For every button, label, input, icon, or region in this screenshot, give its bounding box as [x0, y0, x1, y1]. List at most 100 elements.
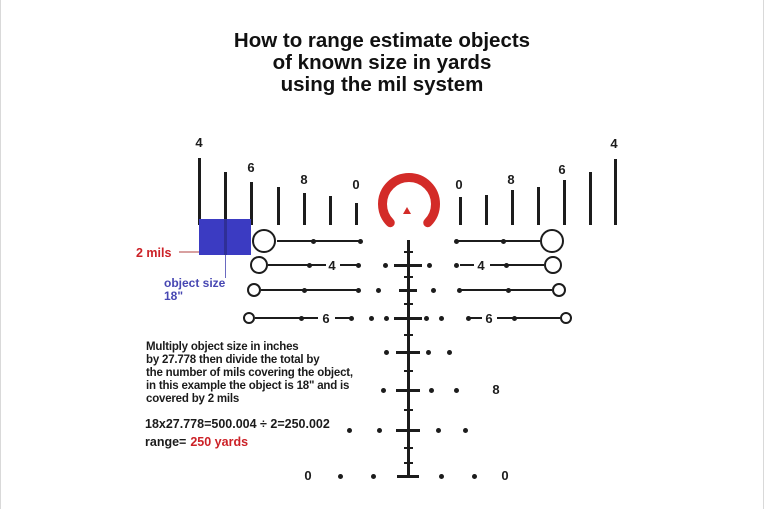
reticle-dot: [383, 315, 389, 321]
reticle-crossbar: [396, 350, 420, 354]
reticle-line: [460, 263, 474, 267]
reticle-number-label: 4: [610, 136, 618, 151]
reticle-dot: [453, 387, 459, 393]
explanation-line: by 27.778 then divide the total by: [146, 354, 320, 366]
reticle-dot: [446, 349, 452, 355]
reticle-hash-mark: [302, 193, 306, 225]
reticle-dot: [471, 473, 477, 479]
reticle-crossbar: [399, 288, 417, 292]
reticle-dot: [423, 315, 429, 321]
reticle-number-label: 8: [492, 382, 500, 397]
reticle-dot: [310, 238, 316, 244]
reticle-hash-mark: [562, 180, 566, 225]
reticle-line: [255, 316, 318, 320]
explanation-line: Multiply object size in inches: [146, 341, 299, 353]
reticle-dot: [348, 315, 354, 321]
reticle-line: [470, 316, 482, 320]
object-size-value: 18": [164, 289, 184, 303]
reticle-number-label: 8: [507, 172, 515, 187]
reticle-hash-mark: [328, 196, 332, 225]
reticle-circle: [243, 312, 255, 324]
range-result: range= 250 yards: [145, 435, 248, 449]
reticle-hash-mark: [510, 190, 514, 225]
reticle-dot: [355, 262, 361, 268]
reticle-dot: [456, 287, 462, 293]
title-line-1: How to range estimate objects: [233, 29, 531, 52]
reticle-dot: [298, 315, 304, 321]
title-line-3: using the mil system: [280, 73, 484, 96]
reticle-dot: [453, 238, 459, 244]
reticle-minor-tick: [403, 408, 413, 412]
reticle-number-label: 0: [501, 468, 509, 483]
reticle-dot: [346, 427, 352, 433]
reticle-dot: [465, 315, 471, 321]
reticle-hash-mark: [613, 159, 617, 225]
reticle-dot: [355, 287, 361, 293]
reticle-circle: [540, 229, 564, 253]
page-title: How to range estimate objects of known s…: [1, 30, 763, 96]
reticle-circle: [552, 283, 566, 297]
reticle-number-label: 6: [247, 160, 255, 175]
reticle-dot: [503, 262, 509, 268]
reticle-hash-mark: [223, 172, 227, 225]
reticle-dot: [306, 262, 312, 268]
reticle-hash-mark: [197, 158, 201, 225]
reticle-circle: [544, 256, 562, 274]
reticle-number-label: 0: [455, 177, 463, 192]
title-line-2: of known size in yards: [272, 51, 492, 74]
reticle-minor-tick: [403, 302, 413, 306]
reticle-minor-tick: [403, 369, 413, 373]
explanation-line: the number of mils covering the object,: [146, 367, 353, 379]
reticle-crossbar: [394, 263, 422, 267]
reticle-dot: [357, 238, 363, 244]
reticle-dot: [500, 238, 506, 244]
reticle-hash-mark: [484, 195, 488, 225]
range-value: 250 yards: [190, 435, 249, 449]
reticle-dot: [368, 315, 374, 321]
reticle-dot: [438, 315, 444, 321]
reticle-dot: [426, 262, 432, 268]
reticle-minor-tick: [403, 275, 413, 279]
reticle-dot: [462, 427, 468, 433]
reticle-crossbar: [394, 316, 422, 320]
reticle-circle: [560, 312, 572, 324]
reticle-crossbar: [397, 474, 419, 478]
reticle-hash-mark: [588, 172, 592, 225]
explanation-line: in this example the object is 18" and is: [146, 380, 350, 392]
reticle-dot: [435, 427, 441, 433]
reticle-minor-tick: [403, 333, 413, 337]
reticle-circle: [252, 229, 276, 253]
reticle-dot: [511, 315, 517, 321]
reticle-number-label: 6: [322, 310, 330, 326]
reticle-crossbar: [396, 428, 420, 432]
reticle-line: [268, 263, 326, 267]
reticle-hash-mark: [249, 182, 253, 225]
reticle-minor-tick: [403, 461, 413, 465]
reticle-line: [261, 288, 358, 292]
reticle-number-label: 4: [195, 135, 203, 150]
reticle-minor-tick: [403, 446, 413, 450]
reticle-line: [456, 239, 540, 243]
reticle-dot: [370, 473, 376, 479]
reticle-crossbar: [396, 388, 420, 392]
reticle-line: [277, 239, 361, 243]
object-size-label: object size: [164, 276, 226, 290]
reticle-dot: [382, 262, 388, 268]
reticle-dot: [301, 287, 307, 293]
reticle-line: [335, 316, 352, 320]
reticle-dot: [453, 262, 459, 268]
reticle-number-label: 4: [477, 257, 485, 273]
explanation-line: covered by 2 mils: [146, 393, 240, 405]
mils-pointer-line: [179, 251, 199, 253]
hash-through-box: [224, 219, 227, 255]
reticle-number-label: 8: [300, 172, 308, 187]
reticle-hash-mark: [458, 197, 462, 225]
reticle-post: [406, 240, 410, 477]
reticle-number-label: 6: [558, 162, 566, 177]
reticle-line: [497, 316, 560, 320]
reticle-dot: [425, 349, 431, 355]
mils-label: 2 mils: [136, 246, 172, 260]
reticle-dot: [380, 387, 386, 393]
reticle-number-label: 4: [328, 257, 336, 273]
